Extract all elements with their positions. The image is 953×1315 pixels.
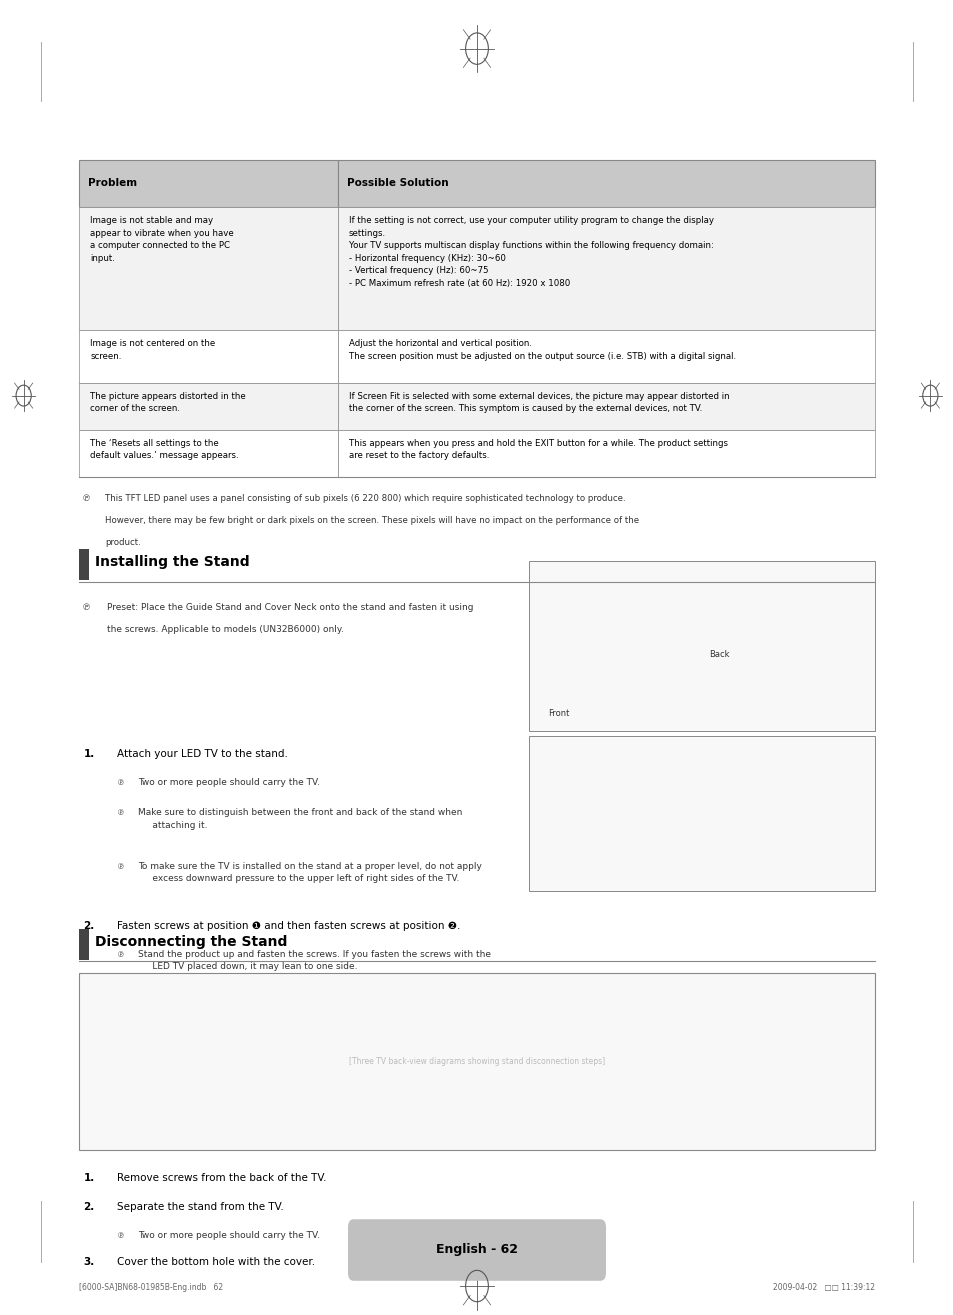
- FancyBboxPatch shape: [348, 1219, 605, 1281]
- Text: the screws. Applicable to models (UN32B6000) only.: the screws. Applicable to models (UN32B6…: [107, 625, 344, 634]
- Bar: [78, 160, 337, 206]
- Text: Make sure to distinguish between the front and back of the stand when
     attac: Make sure to distinguish between the fro…: [138, 809, 462, 830]
- Text: This TFT LED panel uses a panel consisting of sub pixels (6 220 800) which requi: This TFT LED panel uses a panel consisti…: [105, 494, 625, 502]
- Text: ℗: ℗: [116, 778, 124, 786]
- Text: ℗: ℗: [116, 949, 124, 959]
- Bar: [337, 330, 875, 383]
- Text: 3.: 3.: [83, 1257, 94, 1268]
- Bar: [78, 383, 337, 430]
- Bar: [78, 548, 89, 580]
- Text: 1.: 1.: [83, 1173, 94, 1184]
- Text: To make sure the TV is installed on the stand at a proper level, do not apply
  : To make sure the TV is installed on the …: [138, 861, 482, 884]
- Text: Two or more people should carry the TV.: Two or more people should carry the TV.: [138, 1231, 320, 1240]
- Text: Possible Solution: Possible Solution: [347, 179, 448, 188]
- Text: However, there may be few bright or dark pixels on the screen. These pixels will: However, there may be few bright or dark…: [105, 515, 639, 525]
- Text: Front: Front: [548, 709, 569, 718]
- Bar: [337, 206, 875, 330]
- Text: This appears when you press and hold the EXIT button for a while. The product se: This appears when you press and hold the…: [349, 439, 727, 460]
- Text: If Screen Fit is selected with some external devices, the picture may appear dis: If Screen Fit is selected with some exte…: [349, 392, 729, 413]
- Text: Cover the bottom hole with the cover.: Cover the bottom hole with the cover.: [116, 1257, 314, 1268]
- Text: ℗: ℗: [116, 809, 124, 817]
- Text: If the setting is not correct, use your computer utility program to change the d: If the setting is not correct, use your …: [349, 216, 713, 288]
- Text: Installing the Stand: Installing the Stand: [94, 555, 249, 569]
- Text: 1.: 1.: [83, 750, 94, 759]
- Text: [6000-SA]BN68-01985B-Eng.indb   62: [6000-SA]BN68-01985B-Eng.indb 62: [78, 1283, 223, 1293]
- Text: product.: product.: [105, 538, 141, 547]
- Bar: [78, 430, 337, 477]
- Text: Separate the stand from the TV.: Separate the stand from the TV.: [116, 1202, 283, 1212]
- Text: ℗: ℗: [81, 602, 91, 611]
- Text: Image is not stable and may
appear to vibrate when you have
a computer connected: Image is not stable and may appear to vi…: [90, 216, 233, 263]
- Text: Attach your LED TV to the stand.: Attach your LED TV to the stand.: [116, 750, 287, 759]
- Bar: [529, 736, 875, 890]
- Bar: [529, 560, 875, 731]
- Text: Two or more people should carry the TV.: Two or more people should carry the TV.: [138, 778, 320, 786]
- Text: Preset: Place the Guide Stand and Cover Neck onto the stand and fasten it using: Preset: Place the Guide Stand and Cover …: [107, 602, 473, 611]
- Bar: [78, 330, 337, 383]
- Text: ℗: ℗: [81, 494, 91, 502]
- Bar: [78, 973, 875, 1149]
- Text: 2.: 2.: [83, 920, 94, 931]
- Text: English - 62: English - 62: [436, 1243, 517, 1256]
- Text: Image is not centered on the
screen.: Image is not centered on the screen.: [90, 339, 215, 360]
- Text: ℗: ℗: [116, 861, 124, 871]
- Text: The picture appears distorted in the
corner of the screen.: The picture appears distorted in the cor…: [90, 392, 246, 413]
- Text: 2.: 2.: [83, 1202, 94, 1212]
- Bar: [337, 383, 875, 430]
- Bar: [78, 928, 89, 960]
- Text: Back: Back: [709, 651, 729, 659]
- Text: Disconnecting the Stand: Disconnecting the Stand: [94, 935, 287, 949]
- Text: ℗: ℗: [116, 1231, 124, 1240]
- Text: The ‘Resets all settings to the
default values.’ message appears.: The ‘Resets all settings to the default …: [90, 439, 238, 460]
- Bar: [78, 206, 337, 330]
- Text: [Three TV back-view diagrams showing stand disconnection steps]: [Three TV back-view diagrams showing sta…: [349, 1057, 604, 1066]
- Text: Problem: Problem: [88, 179, 137, 188]
- Bar: [337, 160, 875, 206]
- Text: Fasten screws at position ❶ and then fasten screws at position ❷.: Fasten screws at position ❶ and then fas…: [116, 920, 459, 931]
- Text: Adjust the horizontal and vertical position.
The screen position must be adjuste: Adjust the horizontal and vertical posit…: [349, 339, 736, 360]
- Text: Remove screws from the back of the TV.: Remove screws from the back of the TV.: [116, 1173, 326, 1184]
- Bar: [337, 430, 875, 477]
- Text: Stand the product up and fasten the screws. If you fasten the screws with the
  : Stand the product up and fasten the scre…: [138, 949, 491, 970]
- Text: 2009-04-02   □□ 11:39:12: 2009-04-02 □□ 11:39:12: [773, 1283, 875, 1293]
